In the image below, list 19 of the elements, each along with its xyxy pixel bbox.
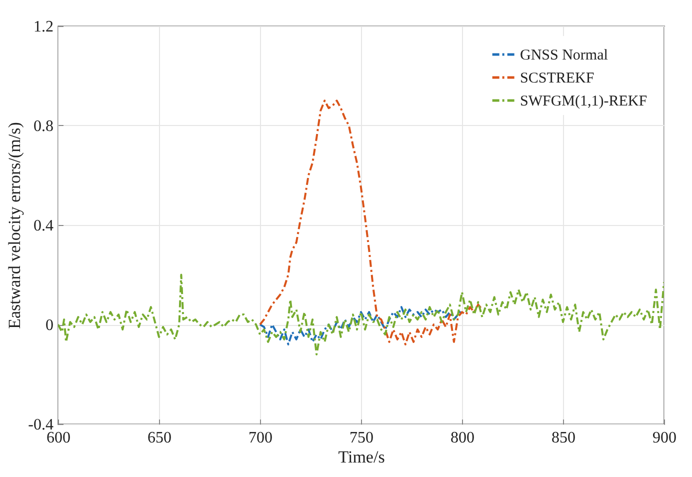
x-tick-label: 750 xyxy=(350,430,374,446)
x-tick-label: 900 xyxy=(652,430,676,446)
y-tick-label: 0 xyxy=(46,317,54,334)
y-tick-label: 0.8 xyxy=(34,118,54,135)
x-tick-label: 700 xyxy=(248,430,272,446)
legend-label: GNSS Normal xyxy=(520,48,608,64)
y-axis-title: Eastward velocity errors/(m/s) xyxy=(5,122,24,329)
line-series xyxy=(259,100,484,346)
x-tick-label: 600 xyxy=(46,430,70,446)
line-series xyxy=(58,274,664,356)
line-series xyxy=(259,306,463,346)
x-axis-title: Time/s xyxy=(338,448,385,466)
y-tick-label: 1.2 xyxy=(34,18,54,36)
y-tick-label: 0.4 xyxy=(34,218,54,234)
x-tick-label: 650 xyxy=(148,430,172,446)
x-tick-label: 850 xyxy=(552,430,576,446)
legend-label: SWFGM(1,1)-REKF xyxy=(520,94,648,110)
x-tick-label: 800 xyxy=(450,430,474,446)
legend-label: SCSTREKF xyxy=(520,70,594,86)
